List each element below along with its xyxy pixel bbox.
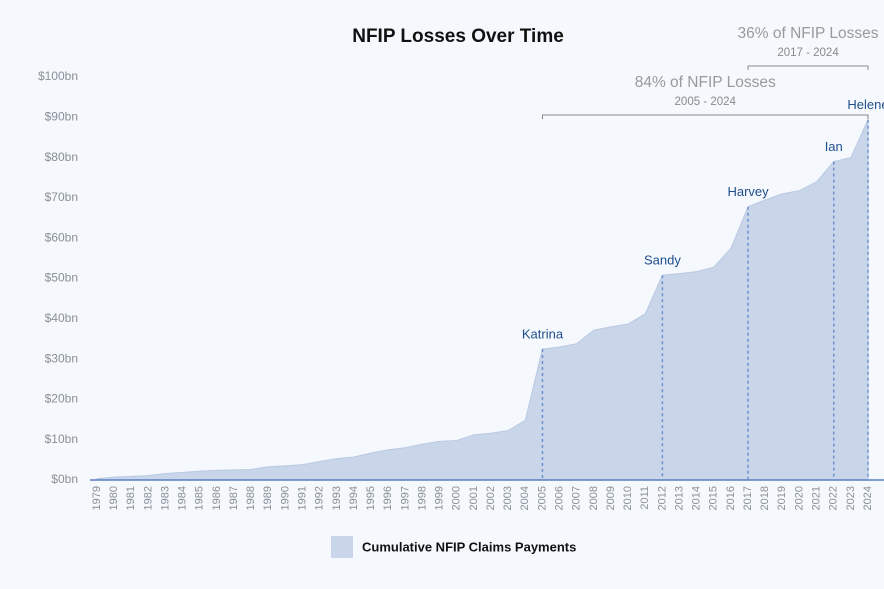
- event-label: Helene: [847, 97, 884, 112]
- bracket-label: 84% of NFIP Losses: [635, 74, 776, 91]
- event-label: Ian: [825, 139, 843, 154]
- y-tick-label: $50bn: [45, 271, 78, 285]
- x-tick-label: 2018: [759, 486, 771, 510]
- x-tick-label: 1987: [228, 486, 240, 510]
- x-tick-label: 1986: [211, 486, 223, 510]
- x-tick-label: 1984: [177, 486, 189, 510]
- y-tick-label: $80bn: [45, 150, 78, 164]
- x-tick-label: 2020: [793, 486, 805, 510]
- legend-swatch: [331, 536, 353, 558]
- x-tick-label: 1983: [159, 486, 171, 510]
- y-tick-label: $90bn: [45, 109, 78, 123]
- y-tick-label: $30bn: [45, 351, 78, 365]
- y-tick-label: $10bn: [45, 432, 78, 446]
- event-label: Harvey: [727, 184, 769, 199]
- y-tick-label: $70bn: [45, 190, 78, 204]
- x-tick-label: 2024: [862, 486, 874, 510]
- x-tick-label: 2003: [502, 486, 514, 510]
- x-tick-label: 1991: [297, 486, 309, 510]
- y-tick-label: $40bn: [45, 311, 78, 325]
- x-tick-label: 2010: [622, 486, 634, 510]
- legend-label: Cumulative NFIP Claims Payments: [362, 539, 576, 554]
- x-tick-label: 1988: [245, 486, 257, 510]
- x-tick-label: 1981: [125, 486, 137, 510]
- x-tick-label: 2012: [656, 486, 668, 510]
- x-tick-label: 1994: [348, 486, 360, 510]
- x-tick-label: 2000: [451, 486, 463, 510]
- area: [96, 119, 869, 481]
- x-tick-label: 2014: [691, 486, 703, 510]
- y-tick-label: $100bn: [38, 69, 78, 83]
- x-tick-label: 1982: [142, 486, 154, 510]
- x-tick-label: 2001: [468, 486, 480, 510]
- y-tick-label: $60bn: [45, 230, 78, 244]
- x-tick-label: 2016: [725, 486, 737, 510]
- x-tick-label: 1980: [108, 486, 120, 510]
- x-tick-label: 1990: [279, 486, 291, 510]
- event-label: Sandy: [644, 253, 681, 268]
- x-tick-label: 2004: [519, 486, 531, 510]
- x-tick-label: 1999: [434, 486, 446, 510]
- y-tick-label: $20bn: [45, 392, 78, 406]
- chart-title: NFIP Losses Over Time: [352, 26, 564, 47]
- bracket-sublabel: 2017 - 2024: [777, 47, 839, 59]
- x-tick-label: 2017: [742, 486, 754, 510]
- x-tick-label: 1993: [331, 486, 343, 510]
- x-tick-label: 1997: [399, 486, 411, 510]
- x-tick-label: 2015: [708, 486, 720, 510]
- x-tick-label: 1998: [416, 486, 428, 510]
- event-label: Katrina: [522, 326, 564, 341]
- x-tick-label: 2021: [811, 486, 823, 510]
- x-tick-label: 2002: [485, 486, 497, 510]
- bracket-label: 36% of NFIP Losses: [738, 25, 879, 42]
- bracket-sublabel: 2005 - 2024: [675, 96, 737, 108]
- x-tick-label: 2009: [605, 486, 617, 510]
- x-tick-label: 2019: [776, 486, 788, 510]
- x-tick-label: 2013: [673, 486, 685, 510]
- x-tick-label: 2023: [845, 486, 857, 510]
- bracket: [747, 65, 869, 70]
- x-tick-label: 1985: [194, 486, 206, 510]
- x-tick-label: 1979: [91, 486, 103, 510]
- x-tick-label: 1995: [365, 486, 377, 510]
- x-tick-label: 2007: [571, 486, 583, 510]
- x-tick-label: 2006: [554, 486, 566, 510]
- x-tick-label: 2011: [639, 486, 651, 510]
- x-tick-label: 1996: [382, 486, 394, 510]
- x-tick-label: 1989: [262, 486, 274, 510]
- x-tick-label: 2005: [536, 486, 548, 510]
- x-tick-label: 1992: [314, 486, 326, 510]
- x-tick-label: 2022: [828, 486, 840, 510]
- bracket: [541, 114, 869, 119]
- x-tick-label: 2008: [588, 486, 600, 510]
- y-tick-label: $0bn: [51, 472, 78, 486]
